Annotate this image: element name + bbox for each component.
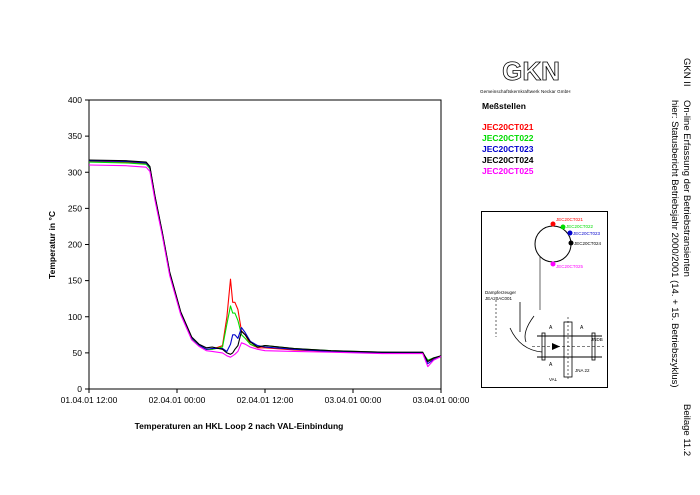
series-line-jec20ct025 bbox=[88, 164, 442, 368]
sensor-ct021-dot bbox=[550, 221, 556, 227]
x-tick-label: 03.04.01 00:00 bbox=[413, 395, 470, 405]
legend-item-ct025: JEC20CT025 bbox=[482, 166, 534, 176]
diagram-label-ct021: JEC20CT021 bbox=[556, 217, 584, 222]
side-title-line1: On-line Erfassung der Betriebstransiente… bbox=[681, 100, 692, 277]
y-tick-label: 50 bbox=[73, 348, 83, 358]
diagram-label-ct022: JEC20CT022 bbox=[566, 224, 594, 229]
x-tick-label: 01.04.01 12:00 bbox=[61, 395, 118, 405]
side-company: GKN II bbox=[681, 58, 692, 87]
jndb-label: JNDB bbox=[591, 337, 603, 342]
gkn-logo: GKN Gemeinschaftskernkraftwerk Neckar Gm… bbox=[480, 56, 582, 94]
y-tick-label: 350 bbox=[68, 131, 82, 141]
val-label: VAL bbox=[549, 377, 558, 382]
y-tick-label: 300 bbox=[68, 167, 82, 177]
damper-label: Dampferzeuger bbox=[485, 290, 517, 295]
logo-mark-text: GKN bbox=[502, 58, 560, 84]
x-tick-label: 03.04.01 00:00 bbox=[325, 395, 382, 405]
y-tick-label: 400 bbox=[68, 95, 82, 105]
main-pipe bbox=[537, 335, 602, 358]
y-tick-label: 150 bbox=[68, 276, 82, 286]
series-line-jec20ct024 bbox=[88, 159, 442, 363]
y-tick-label: 0 bbox=[77, 384, 82, 394]
side-title-line2: hier: Statusbericht Betriebsjahr 2000/20… bbox=[669, 100, 680, 388]
x-tick-label: 02.04.01 12:00 bbox=[237, 395, 294, 405]
measurement-diagram: JEC20CT021 JEC20CT022 JEC20CT023 JEC20CT… bbox=[481, 211, 608, 388]
pipe-schematic: JEC20CT021 JEC20CT022 JEC20CT023 JEC20CT… bbox=[485, 217, 604, 382]
sensor-ct024-dot bbox=[568, 240, 574, 246]
legend-item-ct021: JEC20CT021 bbox=[482, 122, 534, 132]
sensor-ct025-dot bbox=[550, 261, 556, 267]
x-axis-title: Temperaturen an HKL Loop 2 nach VAL-Einb… bbox=[135, 421, 344, 431]
steam-generator-nozzle bbox=[509, 302, 543, 353]
plot-area bbox=[88, 99, 442, 390]
gkn-logo-mark: GKN bbox=[502, 56, 561, 87]
diagram-label-ct023: JEC20CT023 bbox=[573, 231, 601, 236]
side-appendix: Beilage 11.2 bbox=[681, 404, 692, 457]
logo-subtitle: Gemeinschaftskernkraftwerk Neckar GmbH bbox=[480, 89, 571, 94]
legend-item-ct023: JEC20CT023 bbox=[482, 144, 534, 154]
legend: Meßstellen JEC20CT021 JEC20CT022 JEC20CT… bbox=[482, 101, 534, 177]
diagram-label-ct024: JEC20CT024 bbox=[574, 241, 602, 246]
y-tick-label: 100 bbox=[68, 312, 82, 322]
section-a-label-3: A bbox=[580, 325, 584, 331]
damper-id-label: JEA20AC001 bbox=[485, 296, 513, 301]
flow-arrow-icon bbox=[552, 343, 560, 350]
y-tick-label: 200 bbox=[68, 240, 82, 250]
pipe-cross-section bbox=[534, 225, 572, 263]
sensor-ct022-dot bbox=[560, 224, 566, 230]
diagram-label-ct025: JEC20CT025 bbox=[556, 264, 584, 269]
legend-item-ct024: JEC20CT024 bbox=[482, 155, 534, 165]
x-tick-label: 02.04.01 00:00 bbox=[149, 395, 206, 405]
legend-title: Meßstellen bbox=[482, 101, 526, 111]
sensor-ct023-dot bbox=[567, 230, 573, 236]
jna-label: JNA 22 bbox=[575, 368, 590, 373]
y-tick-label: 250 bbox=[68, 203, 82, 213]
y-axis-title: Temperatur in °C bbox=[47, 211, 57, 279]
legend-item-ct022: JEC20CT022 bbox=[482, 133, 534, 143]
section-a-label-1: A bbox=[549, 325, 553, 331]
section-a-label-2: A bbox=[549, 362, 553, 368]
